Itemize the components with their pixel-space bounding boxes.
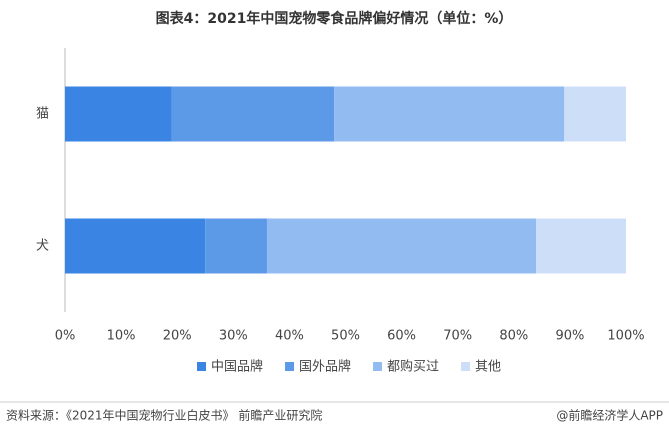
legend-swatch bbox=[197, 362, 206, 371]
x-tick-label: 90% bbox=[555, 329, 584, 344]
legend-label: 中国品牌 bbox=[211, 359, 263, 375]
x-tick-label: 30% bbox=[219, 329, 248, 344]
x-tick-label: 70% bbox=[443, 329, 472, 344]
x-tick-label: 80% bbox=[499, 329, 528, 344]
bar-segment bbox=[564, 86, 626, 142]
chart-title: 图表4：2021年中国宠物零食品牌偏好情况（单位：%） bbox=[156, 10, 513, 27]
legend-label: 其他 bbox=[475, 360, 501, 375]
bar-segment bbox=[65, 86, 172, 142]
legend-label: 国外品牌 bbox=[299, 359, 351, 375]
bar-segment bbox=[536, 218, 626, 274]
legend-label: 都购买过 bbox=[387, 359, 439, 375]
bar-segment bbox=[266, 218, 537, 274]
x-tick-label: 50% bbox=[331, 329, 360, 344]
bar-segment bbox=[205, 218, 267, 274]
x-tick-label: 60% bbox=[387, 329, 416, 344]
x-tick-label: 40% bbox=[275, 329, 304, 344]
bar-segment bbox=[65, 218, 206, 274]
y-tick-label: 猫 bbox=[36, 107, 49, 122]
legend-swatch bbox=[461, 362, 471, 371]
bar-segment bbox=[171, 86, 335, 142]
legend-swatch bbox=[373, 362, 383, 371]
x-tick-label: 0% bbox=[55, 329, 76, 344]
x-tick-label: 100% bbox=[607, 329, 644, 344]
y-tick-label: 犬 bbox=[36, 239, 49, 254]
bar-segment bbox=[334, 86, 565, 142]
x-tick-label: 10% bbox=[107, 329, 136, 344]
legend-swatch bbox=[285, 362, 295, 371]
x-tick-label: 20% bbox=[163, 329, 192, 344]
credit: @前瞻经济学人APP bbox=[556, 408, 663, 423]
source: 资料来源：《2021年中国宠物行业白皮书》 前瞻产业研究院 bbox=[6, 408, 322, 423]
